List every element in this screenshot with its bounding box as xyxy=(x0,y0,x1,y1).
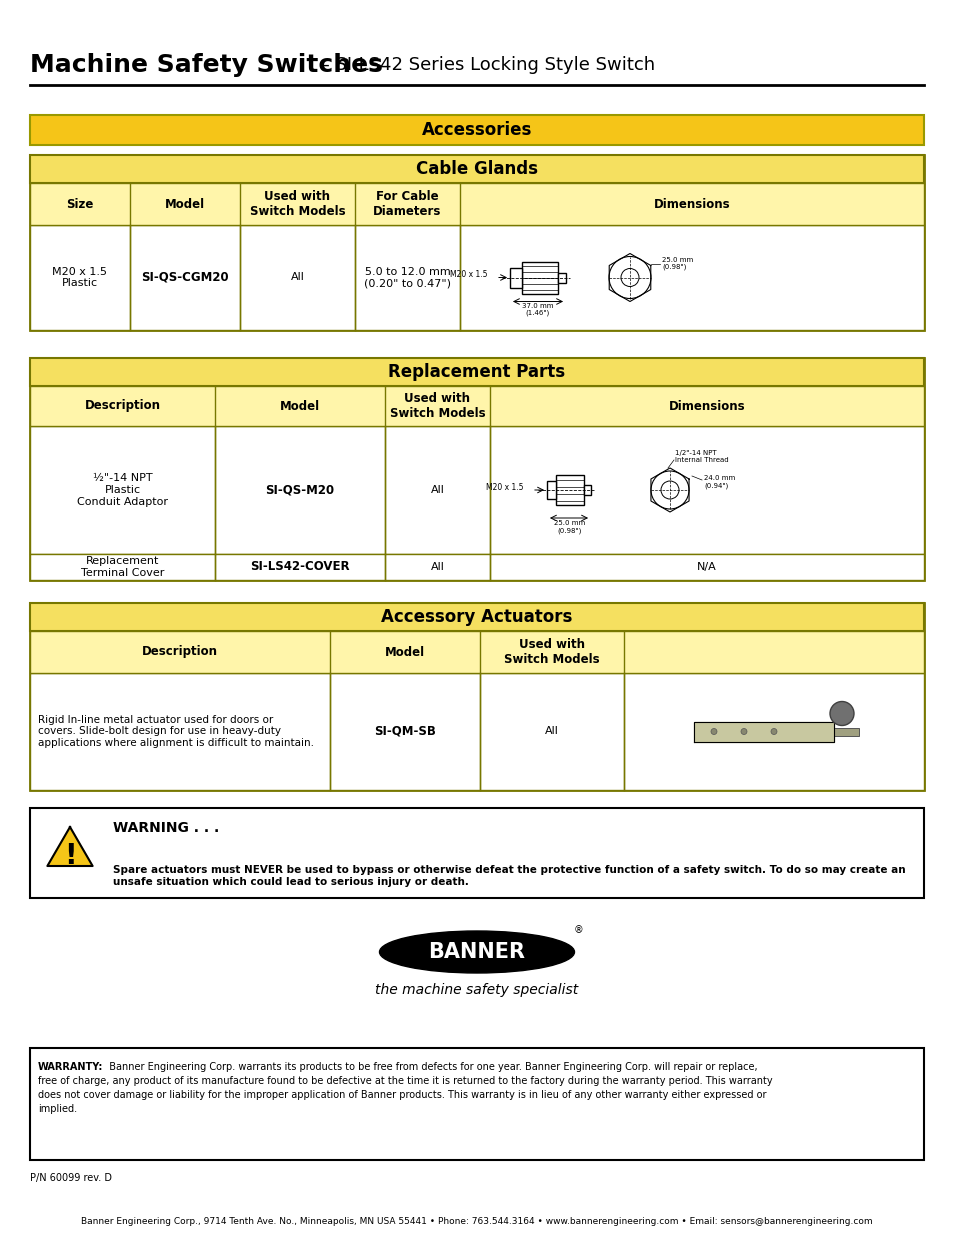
Text: 25.0 mm
(0.98"): 25.0 mm (0.98") xyxy=(661,257,693,270)
Text: Dimensions: Dimensions xyxy=(653,198,730,210)
Text: BANNER: BANNER xyxy=(428,942,525,962)
Text: Model: Model xyxy=(384,646,425,658)
Ellipse shape xyxy=(379,931,574,973)
Bar xyxy=(546,480,556,499)
Text: – SI-LS42 Series Locking Style Switch: – SI-LS42 Series Locking Style Switch xyxy=(314,56,655,74)
Bar xyxy=(30,358,923,580)
Text: Banner Engineering Corp. warrants its products to be free from defects for one y: Banner Engineering Corp. warrants its pr… xyxy=(103,1062,757,1072)
Text: N/A: N/A xyxy=(697,562,716,572)
Text: SI-QS-CGM20: SI-QS-CGM20 xyxy=(141,270,229,284)
Text: Replacement Parts: Replacement Parts xyxy=(388,363,565,382)
Text: Accessories: Accessories xyxy=(421,121,532,140)
Text: SI-QM-SB: SI-QM-SB xyxy=(374,725,436,739)
Text: Model: Model xyxy=(165,198,205,210)
Bar xyxy=(30,387,923,426)
Text: M20 x 1.5: M20 x 1.5 xyxy=(486,483,523,493)
Text: M20 x 1.5: M20 x 1.5 xyxy=(450,270,488,279)
Circle shape xyxy=(710,729,717,735)
Bar xyxy=(30,673,923,790)
Bar xyxy=(30,555,923,580)
Text: Used with
Switch Models: Used with Switch Models xyxy=(389,391,485,420)
Text: Rigid In-line metal actuator used for doors or
covers. Slide-bolt design for use: Rigid In-line metal actuator used for do… xyxy=(38,715,314,748)
Bar xyxy=(556,475,583,505)
Text: 5.0 to 12.0 mm
(0.20" to 0.47"): 5.0 to 12.0 mm (0.20" to 0.47") xyxy=(364,267,451,288)
Text: the machine safety specialist: the machine safety specialist xyxy=(375,983,578,997)
Bar xyxy=(30,603,923,790)
Bar xyxy=(521,262,558,294)
Bar xyxy=(30,358,923,387)
Text: Model: Model xyxy=(279,399,319,412)
Text: 37.0 mm
(1.46"): 37.0 mm (1.46") xyxy=(521,303,553,316)
Text: SI-QS-M20: SI-QS-M20 xyxy=(265,483,335,496)
Bar xyxy=(30,156,923,330)
Polygon shape xyxy=(693,721,833,741)
Bar xyxy=(30,603,923,631)
Text: Cable Glands: Cable Glands xyxy=(416,161,537,178)
Text: For Cable
Diameters: For Cable Diameters xyxy=(373,190,441,219)
Text: Replacement
Terminal Cover: Replacement Terminal Cover xyxy=(81,556,164,578)
Text: M20 x 1.5
Plastic: M20 x 1.5 Plastic xyxy=(52,267,108,288)
Bar xyxy=(833,727,858,736)
Bar xyxy=(30,115,923,144)
Text: Size: Size xyxy=(67,198,93,210)
Bar xyxy=(510,268,521,288)
Text: WARRANTY:: WARRANTY: xyxy=(38,1062,103,1072)
Text: Description: Description xyxy=(85,399,160,412)
Text: 24.0 mm
(0.94"): 24.0 mm (0.94") xyxy=(703,475,735,489)
Text: 1/2"-14 NPT
Internal Thread: 1/2"-14 NPT Internal Thread xyxy=(675,450,728,462)
Text: All: All xyxy=(430,562,444,572)
Text: Used with
Switch Models: Used with Switch Models xyxy=(250,190,345,219)
Bar xyxy=(30,808,923,898)
Text: All: All xyxy=(291,273,304,283)
Text: 25.0 mm
(0.98"): 25.0 mm (0.98") xyxy=(554,520,585,534)
Text: WARNING . . .: WARNING . . . xyxy=(112,821,219,835)
Text: free of charge, any product of its manufacture found to be defective at the time: free of charge, any product of its manuf… xyxy=(38,1076,772,1086)
Bar xyxy=(30,426,923,555)
Text: does not cover damage or liability for the improper application of Banner produc: does not cover damage or liability for t… xyxy=(38,1091,765,1100)
Text: implied.: implied. xyxy=(38,1104,77,1114)
Text: Spare actuators must NEVER be used to bypass or otherwise defeat the protective : Spare actuators must NEVER be used to by… xyxy=(112,864,904,887)
Circle shape xyxy=(770,729,776,735)
Text: Used with
Switch Models: Used with Switch Models xyxy=(503,638,599,666)
Bar xyxy=(30,631,923,673)
Polygon shape xyxy=(48,827,92,866)
Circle shape xyxy=(829,701,853,725)
Text: P/N 60099 rev. D: P/N 60099 rev. D xyxy=(30,1173,112,1183)
Text: SI-LS42-COVER: SI-LS42-COVER xyxy=(250,561,350,573)
Text: Description: Description xyxy=(142,646,218,658)
Bar xyxy=(30,225,923,330)
Text: Machine Safety Switches: Machine Safety Switches xyxy=(30,53,382,77)
Bar xyxy=(30,156,923,183)
Text: Accessory Actuators: Accessory Actuators xyxy=(381,608,572,626)
Text: Banner Engineering Corp., 9714 Tenth Ave. No., Minneapolis, MN USA 55441 • Phone: Banner Engineering Corp., 9714 Tenth Ave… xyxy=(81,1216,872,1225)
Text: All: All xyxy=(430,485,444,495)
Text: !: ! xyxy=(64,842,76,869)
Text: All: All xyxy=(544,726,558,736)
Bar xyxy=(30,1049,923,1160)
Bar xyxy=(583,485,590,495)
Text: ½"-14 NPT
Plastic
Conduit Adaptor: ½"-14 NPT Plastic Conduit Adaptor xyxy=(77,473,168,506)
Bar xyxy=(30,183,923,225)
Bar xyxy=(558,273,565,283)
Circle shape xyxy=(740,729,746,735)
Text: ®: ® xyxy=(574,925,583,935)
Text: Dimensions: Dimensions xyxy=(668,399,744,412)
